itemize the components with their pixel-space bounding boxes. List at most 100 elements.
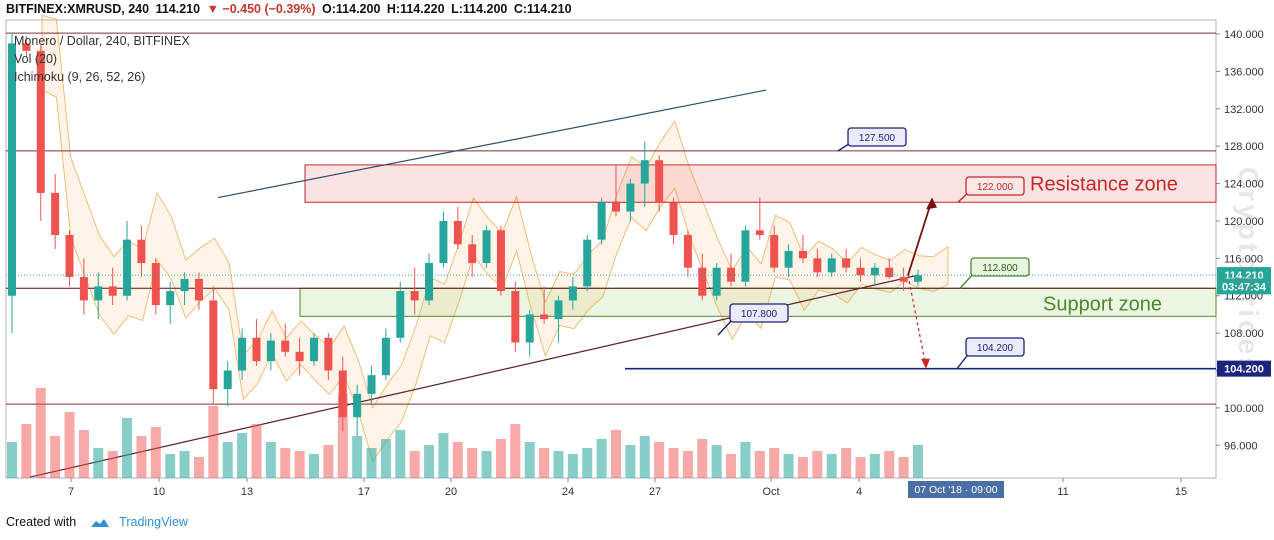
price-badge bbox=[1217, 278, 1271, 295]
chart-legend-title[interactable]: Monero / Dollar, 240, BITFINEX bbox=[14, 34, 190, 48]
low-value: L:114.200 bbox=[451, 2, 508, 16]
volume-bar bbox=[913, 445, 923, 478]
volume-bar bbox=[855, 457, 866, 478]
volume-bar bbox=[869, 454, 880, 478]
volume-bar bbox=[783, 454, 794, 478]
price-change: ▼ −0.450 (−0.39%) bbox=[206, 2, 316, 16]
volume-bar bbox=[769, 448, 780, 478]
y-tick-label: 116.000 bbox=[1224, 253, 1263, 265]
open-value: O:114.200 bbox=[322, 2, 381, 16]
volume-bar bbox=[567, 454, 578, 478]
tradingview-logo-icon bbox=[90, 518, 109, 527]
volume-bar bbox=[380, 439, 391, 478]
y-tick-label: 120.000 bbox=[1224, 216, 1264, 228]
candle-body bbox=[640, 160, 649, 184]
volume-bar bbox=[21, 424, 32, 478]
candle-body bbox=[784, 250, 793, 268]
candle-body bbox=[813, 258, 822, 273]
resistance-zone-label: Resistance zone bbox=[1030, 173, 1178, 195]
y-tick-label: 136.000 bbox=[1224, 66, 1264, 78]
candle-body bbox=[798, 250, 807, 259]
candle-body bbox=[410, 291, 419, 301]
volume-bar bbox=[510, 424, 521, 478]
candle-body bbox=[755, 230, 764, 235]
candle-body bbox=[108, 286, 117, 296]
time-badge-label: 07 Oct '18 · 09:00 bbox=[914, 484, 997, 496]
x-tick-label: 17 bbox=[358, 486, 370, 498]
y-tick-label: 100.000 bbox=[1224, 403, 1264, 415]
x-tick-label: 24 bbox=[562, 486, 574, 498]
volume-bar bbox=[352, 436, 363, 478]
callout-label: 112.800 bbox=[982, 263, 1018, 274]
candle-body bbox=[655, 160, 664, 203]
callout-box bbox=[965, 337, 1025, 357]
tradingview-link[interactable]: TradingView bbox=[119, 515, 188, 529]
y-tick-label: 124.000 bbox=[1224, 179, 1264, 191]
volume-bar bbox=[668, 448, 679, 478]
volume-bar bbox=[639, 436, 650, 478]
volume-bar bbox=[193, 457, 204, 478]
symbol-name: BITFINEX:XMRUSD, 240 bbox=[6, 2, 150, 16]
volume-bar bbox=[395, 430, 406, 478]
callout-label: 122.000 bbox=[977, 182, 1014, 193]
bullish-arrow-head bbox=[926, 197, 937, 210]
ichimoku-indicator-legend[interactable]: Ichimoku (9, 26, 52, 26) bbox=[14, 70, 146, 84]
volume-bar bbox=[237, 433, 248, 478]
candle-body bbox=[338, 370, 347, 418]
volume-bar bbox=[452, 442, 463, 478]
volume-bar bbox=[337, 394, 348, 478]
candle-body bbox=[123, 239, 132, 296]
volume-indicator-legend[interactable]: Vol (20) bbox=[14, 52, 58, 66]
volume-bar bbox=[495, 439, 506, 478]
candle-body bbox=[870, 267, 879, 276]
volume-bar bbox=[524, 442, 535, 478]
last-price: 114.210 bbox=[155, 2, 201, 16]
upper-trend-line bbox=[217, 89, 767, 199]
candle-body bbox=[266, 340, 275, 362]
candle-body bbox=[856, 267, 865, 276]
candle-body bbox=[381, 337, 390, 376]
callout-label: 127.500 bbox=[859, 133, 896, 144]
candle-body bbox=[741, 230, 750, 282]
volume-bar bbox=[165, 454, 176, 478]
volume-bar bbox=[93, 448, 104, 478]
candle-body bbox=[669, 202, 678, 235]
candle-body bbox=[583, 239, 592, 287]
price-badge-label: 104.200 bbox=[1224, 364, 1264, 376]
candle-body bbox=[223, 370, 232, 390]
candle-body bbox=[453, 220, 462, 245]
candle-body bbox=[525, 314, 534, 343]
volume-bar bbox=[898, 457, 909, 478]
candle-body bbox=[180, 278, 189, 292]
candle-body bbox=[425, 263, 434, 301]
candle-body bbox=[166, 291, 175, 306]
price-badge-label: 03:47:34 bbox=[1222, 281, 1267, 293]
candle-body bbox=[914, 275, 922, 282]
volume-bar bbox=[611, 430, 621, 478]
volume-bar bbox=[251, 424, 262, 478]
volume-bar bbox=[812, 451, 823, 478]
candle-body bbox=[194, 278, 203, 301]
candle-body bbox=[439, 220, 448, 264]
candle-body bbox=[827, 258, 836, 273]
x-tick-label: 11 bbox=[1057, 486, 1068, 498]
candle-body bbox=[511, 291, 520, 343]
candle-body bbox=[396, 291, 405, 338]
callout-box bbox=[970, 257, 1030, 277]
callout-box bbox=[847, 127, 907, 147]
volume-bar bbox=[654, 442, 665, 478]
candle-body bbox=[65, 234, 74, 278]
x-tick-label: Oct bbox=[762, 486, 779, 498]
x-tick-label: 27 bbox=[649, 486, 661, 498]
price-badge bbox=[1217, 360, 1271, 377]
watermark: Cryptoprices bbox=[1233, 166, 1264, 376]
volume-bar bbox=[625, 445, 636, 478]
callout-label: 104.200 bbox=[977, 343, 1014, 354]
volume-bar bbox=[35, 388, 46, 478]
bearish-arrow-head bbox=[921, 358, 930, 369]
volume-bar bbox=[438, 433, 449, 478]
candle-body bbox=[51, 192, 60, 235]
x-tick-label: 15 bbox=[1175, 486, 1187, 498]
candle-body bbox=[899, 277, 908, 282]
